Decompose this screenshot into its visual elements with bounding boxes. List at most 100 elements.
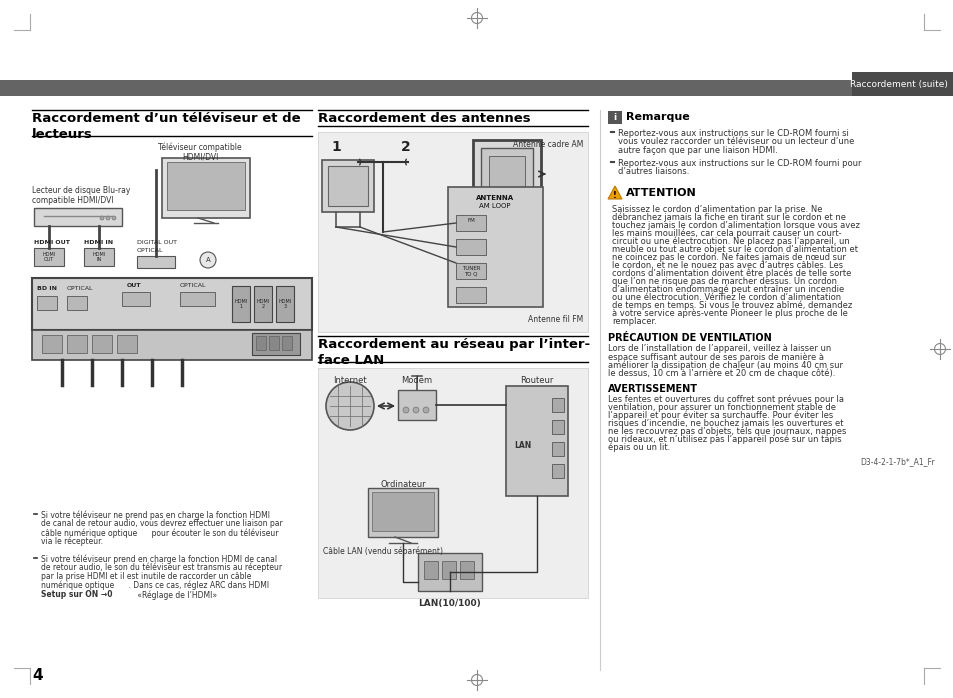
Text: les mains mouillées, car cela pourrait causer un court-: les mains mouillées, car cela pourrait c… <box>612 229 841 239</box>
Text: épais ou un lit.: épais ou un lit. <box>607 443 670 452</box>
Bar <box>84 248 113 266</box>
Bar <box>368 488 437 537</box>
Text: Internet: Internet <box>333 376 366 385</box>
Bar <box>372 492 434 531</box>
Bar <box>480 148 533 200</box>
Text: vous voulez raccorder un téléviseur ou un lecteur d’une: vous voulez raccorder un téléviseur ou u… <box>618 138 854 147</box>
Text: Téléviseur compatible
HDMI/DVI: Téléviseur compatible HDMI/DVI <box>158 142 241 162</box>
Bar <box>328 166 368 206</box>
Text: Si votre téléviseur ne prend pas en charge la fonction HDMI: Si votre téléviseur ne prend pas en char… <box>41 510 270 519</box>
Bar <box>32 278 312 330</box>
Bar <box>552 398 563 412</box>
Text: de retour audio, le son du téléviseur est transmis au récepteur: de retour audio, le son du téléviseur es… <box>41 563 282 572</box>
Text: D3-4-2-1-7b*_A1_Fr: D3-4-2-1-7b*_A1_Fr <box>860 457 934 466</box>
Circle shape <box>100 216 104 220</box>
Bar <box>137 256 174 268</box>
Bar <box>91 335 112 353</box>
Bar <box>253 286 272 322</box>
Bar <box>317 132 587 332</box>
Text: LAN: LAN <box>514 442 531 450</box>
Bar <box>122 292 150 306</box>
Text: Antenne fil FM: Antenne fil FM <box>527 315 582 324</box>
Text: PRÉCAUTION DE VENTILATION: PRÉCAUTION DE VENTILATION <box>607 333 771 343</box>
Text: Si votre téléviseur prend en charge la fonction HDMI de canal: Si votre téléviseur prend en charge la f… <box>41 554 276 563</box>
Text: OPTICAL: OPTICAL <box>137 248 163 253</box>
Text: HDMI
IN: HDMI IN <box>92 251 106 262</box>
Text: Câble LAN (vendu séparément): Câble LAN (vendu séparément) <box>323 546 442 556</box>
Text: de temps en temps. Si vous le trouvez abîmé, demandez: de temps en temps. Si vous le trouvez ab… <box>612 301 851 311</box>
Text: !: ! <box>613 191 617 200</box>
Text: Setup sur ON →0: Setup sur ON →0 <box>41 590 128 599</box>
Bar <box>448 187 542 307</box>
Text: TUNER
TO Q: TUNER TO Q <box>461 266 479 276</box>
Bar <box>67 335 87 353</box>
Text: 1: 1 <box>331 140 340 154</box>
Bar <box>417 553 481 591</box>
Bar <box>607 111 621 124</box>
Text: ventilation, pour assurer un fonctionnement stable de: ventilation, pour assurer un fonctionnem… <box>607 403 835 412</box>
Text: le dessus, 10 cm à l’arrière et 20 cm de chaque côté).: le dessus, 10 cm à l’arrière et 20 cm de… <box>607 368 835 378</box>
Text: HDMI OUT: HDMI OUT <box>34 240 70 245</box>
Text: remplacer.: remplacer. <box>612 317 657 326</box>
Circle shape <box>422 407 429 413</box>
Text: Remarque: Remarque <box>625 112 689 122</box>
Text: espace suffisant autour de ses parois de manière à: espace suffisant autour de ses parois de… <box>607 352 823 362</box>
Circle shape <box>112 216 116 220</box>
Circle shape <box>326 382 374 430</box>
Bar <box>255 336 266 350</box>
Text: 4: 4 <box>32 669 43 683</box>
Bar <box>32 330 312 360</box>
Text: ne coincez pas le cordon. Ne faites jamais de nœud sur: ne coincez pas le cordon. Ne faites jama… <box>612 253 845 262</box>
Circle shape <box>200 252 215 268</box>
Text: à votre service après-vente Pioneer le plus proche de le: à votre service après-vente Pioneer le p… <box>612 309 847 318</box>
Text: débranchez jamais la fiche en tirant sur le cordon et ne: débranchez jamais la fiche en tirant sur… <box>612 213 845 223</box>
Text: AM LOOP: AM LOOP <box>478 203 510 209</box>
Text: i: i <box>613 113 616 122</box>
Bar <box>162 158 250 218</box>
Bar <box>397 390 436 420</box>
Text: Antenne cadre AM: Antenne cadre AM <box>512 140 582 149</box>
Bar <box>232 286 250 322</box>
Circle shape <box>413 407 418 413</box>
Bar <box>117 335 137 353</box>
Text: FM: FM <box>467 218 475 228</box>
Text: d’autres liaisons.: d’autres liaisons. <box>618 168 689 177</box>
Text: touchez jamais le cordon d’alimentation lorsque vous avez: touchez jamais le cordon d’alimentation … <box>612 221 859 230</box>
Bar <box>322 160 374 212</box>
Text: Raccordement au réseau par l’inter-
face LAN: Raccordement au réseau par l’inter- face… <box>317 338 590 367</box>
Text: ANTENNA: ANTENNA <box>476 195 514 201</box>
Text: HDMI
2: HDMI 2 <box>256 299 270 309</box>
Bar <box>473 140 540 208</box>
Polygon shape <box>607 186 621 199</box>
Bar <box>252 333 299 355</box>
Text: OPTICAL: OPTICAL <box>67 286 93 291</box>
Text: Raccordement (suite): Raccordement (suite) <box>849 80 947 89</box>
Text: 2: 2 <box>400 140 411 154</box>
Bar <box>423 561 437 579</box>
Text: ou rideaux, et n’utilisez pas l’appareil posé sur un tapis: ou rideaux, et n’utilisez pas l’appareil… <box>607 435 841 445</box>
Text: Lecteur de disque Blu-ray
compatible HDMI/DVI: Lecteur de disque Blu-ray compatible HDM… <box>32 186 131 205</box>
Bar <box>269 336 278 350</box>
Bar <box>42 335 62 353</box>
Text: HDMI IN: HDMI IN <box>84 240 113 245</box>
Bar <box>167 162 245 210</box>
Text: ATTENTION: ATTENTION <box>625 188 696 198</box>
Bar <box>456 263 485 279</box>
Text: LAN(10/100): LAN(10/100) <box>418 599 481 608</box>
Bar <box>441 561 456 579</box>
Text: risques d’incendie, ne bouchez jamais les ouvertures et: risques d’incendie, ne bouchez jamais le… <box>607 419 842 428</box>
Text: OUT: OUT <box>127 283 141 288</box>
Text: de canal de retour audio, vous devrez effectuer une liaison par: de canal de retour audio, vous devrez ef… <box>41 519 282 528</box>
Bar <box>489 156 524 192</box>
Bar <box>37 296 57 310</box>
Text: AVERTISSEMENT: AVERTISSEMENT <box>607 384 698 394</box>
Text: cordons d’alimentation doivent être placés de telle sorte: cordons d’alimentation doivent être plac… <box>612 269 850 279</box>
Bar <box>456 215 485 231</box>
Text: ne les recouvrez pas d’objets, tels que journaux, nappes: ne les recouvrez pas d’objets, tels que … <box>607 427 845 436</box>
Bar <box>282 336 292 350</box>
Text: Lors de l’installation de l’appareil, veillez à laisser un: Lors de l’installation de l’appareil, ve… <box>607 344 830 353</box>
Text: meuble ou tout autre objet sur le cordon d’alimentation et: meuble ou tout autre objet sur le cordon… <box>612 245 857 254</box>
Bar <box>456 287 485 303</box>
Bar <box>456 239 485 255</box>
Text: que l’on ne risque pas de marcher dessus. Un cordon: que l’on ne risque pas de marcher dessus… <box>612 277 836 286</box>
